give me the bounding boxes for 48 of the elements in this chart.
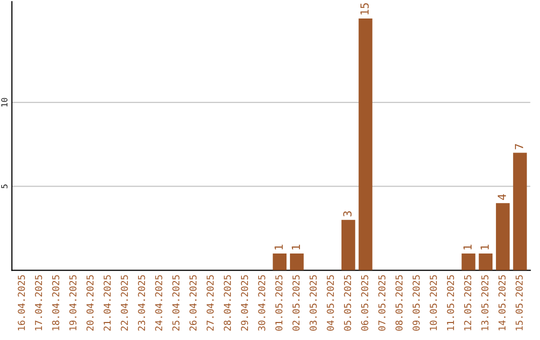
- x-tick-label: 04.05.2025: [326, 275, 334, 331]
- x-tick-label: 03.05.2025: [310, 275, 317, 331]
- x-tick-label: 08.05.2025: [395, 275, 403, 331]
- x-tick-label: 30.04.2025: [258, 275, 266, 331]
- x-tick-label: 29.04.2025: [240, 275, 248, 331]
- bar: [341, 220, 356, 270]
- data-label: 3: [343, 211, 352, 216]
- x-tick-label: 19.04.2025: [69, 275, 76, 330]
- x-tick-label: 23.04.2025: [138, 275, 146, 331]
- data-label: 1: [463, 244, 472, 250]
- x-tick-label: 10.05.2025: [430, 275, 437, 330]
- x-tick-label: 13.05.2025: [481, 275, 488, 330]
- y-tick-label: 10: [1, 98, 8, 106]
- data-label: 1: [292, 244, 300, 250]
- x-tick-label: 09.05.2025: [412, 275, 420, 331]
- x-tick-label: 02.05.2025: [292, 275, 300, 331]
- data-label: 1: [274, 244, 283, 250]
- x-tick-label: 24.04.2025: [155, 275, 162, 331]
- x-tick-label: 14.05.2025: [498, 275, 506, 330]
- data-label: 4: [498, 194, 506, 200]
- x-tick-label: 21.04.2025: [104, 275, 111, 331]
- data-label: 1: [480, 244, 489, 250]
- x-tick-label: 11.05.2025: [446, 275, 454, 330]
- x-tick-label: 26.04.2025: [189, 275, 197, 331]
- x-tick-label: 18.04.2025: [52, 275, 60, 330]
- y-tick-label: 5: [1, 184, 8, 188]
- x-tick-label: 07.05.2025: [378, 275, 386, 331]
- bar: [272, 254, 287, 270]
- x-tick-label: 20.04.2025: [86, 275, 94, 331]
- x-tick-label: 15.05.2025: [516, 275, 523, 330]
- bar: [290, 254, 304, 270]
- bar: [358, 18, 372, 270]
- x-tick-label: 17.04.2025: [34, 275, 42, 330]
- x-tick-label: 06.05.2025: [361, 275, 368, 331]
- x-tick-label: 25.04.2025: [172, 275, 180, 331]
- x-tick-label: 22.04.2025: [120, 275, 128, 331]
- x-tick-label: 12.05.2025: [464, 275, 472, 330]
- bar: [462, 254, 476, 270]
- bar: [478, 254, 493, 270]
- x-tick-label: 05.05.2025: [344, 275, 352, 331]
- bar: [496, 203, 510, 270]
- x-tick-label: 28.04.2025: [224, 275, 231, 331]
- x-tick-label: 01.05.2025: [275, 275, 282, 331]
- x-tick-label: 16.04.2025: [18, 275, 25, 330]
- bar: [513, 152, 527, 270]
- data-label: 15: [360, 3, 369, 14]
- data-label: 7: [514, 144, 524, 150]
- x-tick-label: 27.04.2025: [206, 275, 214, 331]
